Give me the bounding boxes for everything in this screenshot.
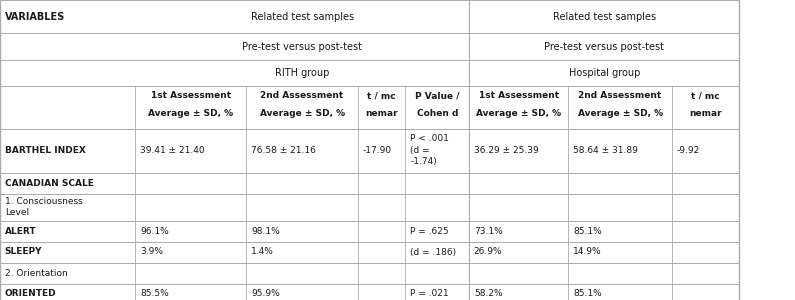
Text: Pre-test versus post-test: Pre-test versus post-test xyxy=(242,41,362,52)
Text: 2nd Assessment: 2nd Assessment xyxy=(579,91,661,100)
Text: 39.41 ± 21.40: 39.41 ± 21.40 xyxy=(140,146,204,155)
Text: SLEEPY: SLEEPY xyxy=(5,248,42,256)
Text: Related test samples: Related test samples xyxy=(553,11,656,22)
Text: 85.1%: 85.1% xyxy=(573,290,602,298)
Text: 2. Orientation: 2. Orientation xyxy=(5,268,68,278)
Text: 98.1%: 98.1% xyxy=(251,226,280,236)
Text: 85.5%: 85.5% xyxy=(140,290,169,298)
Text: 3.9%: 3.9% xyxy=(140,248,163,256)
Text: Average ± SD, %: Average ± SD, % xyxy=(577,110,663,118)
Text: 14.9%: 14.9% xyxy=(573,248,602,256)
Text: -9.92: -9.92 xyxy=(677,146,700,155)
Text: nemar: nemar xyxy=(365,110,398,118)
Text: 58.64 ± 31.89: 58.64 ± 31.89 xyxy=(573,146,638,155)
Text: 36.29 ± 25.39: 36.29 ± 25.39 xyxy=(474,146,538,155)
Text: 96.1%: 96.1% xyxy=(140,226,169,236)
Text: t / mc: t / mc xyxy=(691,91,720,100)
Text: Average ± SD, %: Average ± SD, % xyxy=(259,110,345,118)
Text: P = .625: P = .625 xyxy=(410,226,449,236)
Text: -17.90: -17.90 xyxy=(363,146,392,155)
Text: 85.1%: 85.1% xyxy=(573,226,602,236)
Text: ALERT: ALERT xyxy=(5,226,37,236)
Text: t / mc: t / mc xyxy=(367,91,396,100)
Text: 73.1%: 73.1% xyxy=(474,226,502,236)
Text: Average ± SD, %: Average ± SD, % xyxy=(476,110,561,118)
Text: RITH group: RITH group xyxy=(275,68,329,78)
Text: BARTHEL INDEX: BARTHEL INDEX xyxy=(5,146,86,155)
Text: P < .001
(d =
-1.74): P < .001 (d = -1.74) xyxy=(410,134,449,166)
Text: 1st Assessment: 1st Assessment xyxy=(151,91,231,100)
Text: 26.9%: 26.9% xyxy=(474,248,502,256)
Text: Cohen d: Cohen d xyxy=(417,110,458,118)
Text: Hospital group: Hospital group xyxy=(568,68,640,78)
Text: P = .021: P = .021 xyxy=(410,290,449,298)
Text: 1.4%: 1.4% xyxy=(251,248,274,256)
Text: CANADIAN SCALE: CANADIAN SCALE xyxy=(5,178,94,188)
Text: nemar: nemar xyxy=(689,110,722,118)
Text: P Value /: P Value / xyxy=(415,91,460,100)
Text: 1st Assessment: 1st Assessment xyxy=(479,91,559,100)
Text: 2nd Assessment: 2nd Assessment xyxy=(261,91,343,100)
Text: Pre-test versus post-test: Pre-test versus post-test xyxy=(545,41,664,52)
Text: Average ± SD, %: Average ± SD, % xyxy=(148,110,234,118)
Text: 1. Consciousness
Level: 1. Consciousness Level xyxy=(5,197,83,217)
Text: Related test samples: Related test samples xyxy=(250,11,354,22)
Text: (d = .186): (d = .186) xyxy=(410,248,456,256)
Text: 58.2%: 58.2% xyxy=(474,290,502,298)
Text: VARIABLES: VARIABLES xyxy=(5,11,65,22)
Text: 95.9%: 95.9% xyxy=(251,290,280,298)
Text: 76.58 ± 21.16: 76.58 ± 21.16 xyxy=(251,146,316,155)
Text: ORIENTED: ORIENTED xyxy=(5,290,56,298)
